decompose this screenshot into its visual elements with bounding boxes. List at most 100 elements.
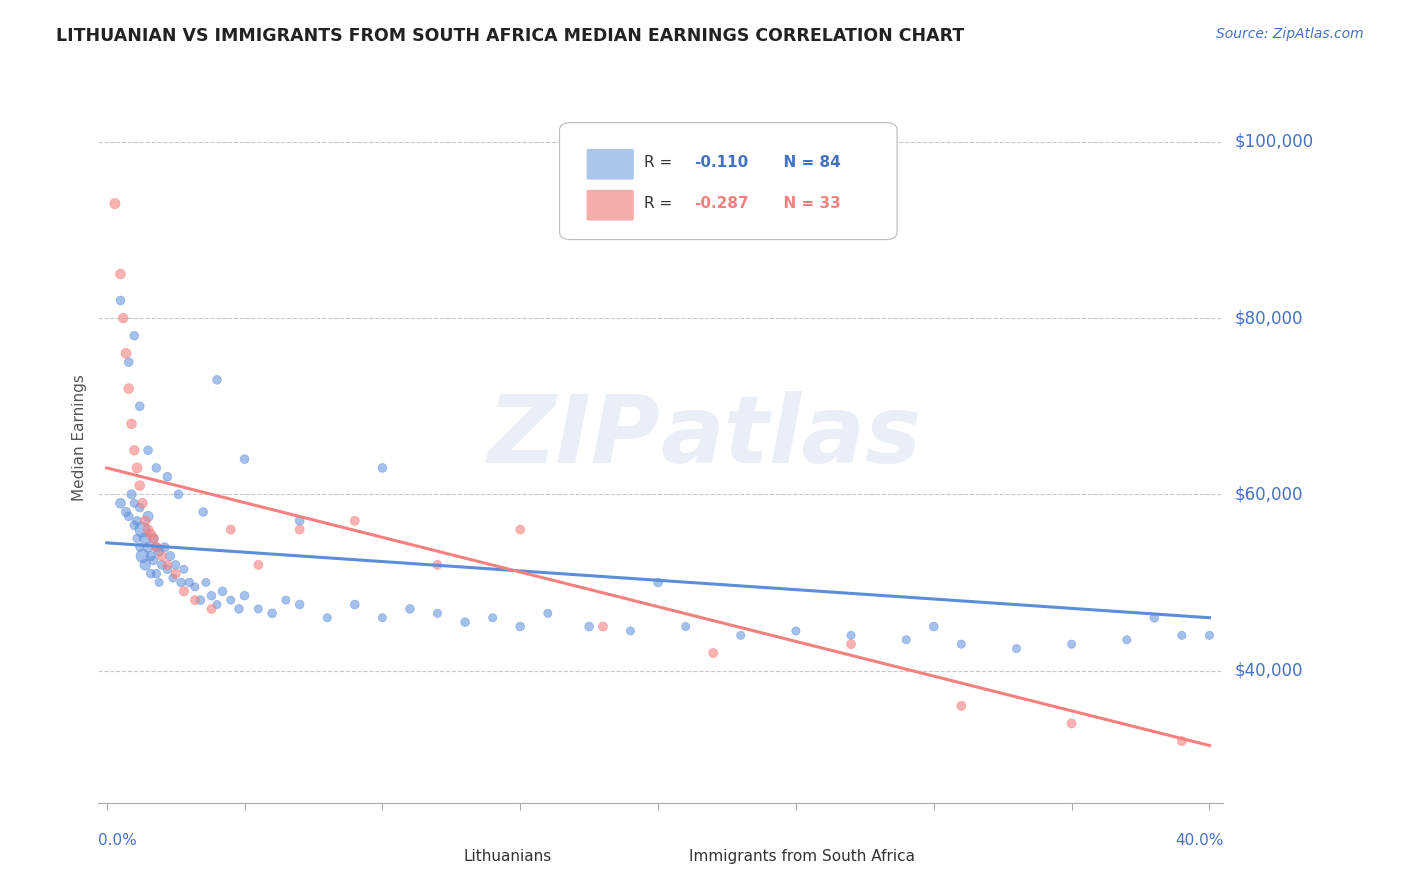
Point — [288, 514, 311, 528]
Point — [173, 562, 195, 576]
Point — [228, 602, 250, 616]
Point — [162, 571, 184, 585]
Point — [139, 549, 162, 563]
Point — [134, 558, 156, 572]
Point — [647, 575, 669, 590]
Point — [170, 575, 193, 590]
Point — [1143, 611, 1166, 625]
Point — [145, 566, 167, 581]
Point — [125, 532, 148, 546]
Point — [200, 589, 222, 603]
Point — [145, 540, 167, 554]
Point — [139, 566, 162, 581]
Point — [247, 602, 270, 616]
Point — [730, 628, 752, 642]
FancyBboxPatch shape — [586, 149, 634, 179]
Point — [136, 443, 159, 458]
Point — [150, 558, 173, 572]
Point — [121, 417, 143, 431]
Point — [131, 496, 153, 510]
Point — [262, 607, 284, 621]
Point — [184, 593, 207, 607]
Point — [454, 615, 477, 629]
Point — [165, 566, 187, 581]
Point — [122, 496, 145, 510]
Point — [118, 382, 141, 396]
Point — [125, 461, 148, 475]
Point — [148, 575, 170, 590]
Point — [156, 469, 179, 483]
Point — [110, 293, 132, 308]
Point — [104, 196, 127, 211]
Text: Source: ZipAtlas.com: Source: ZipAtlas.com — [1216, 27, 1364, 41]
Point — [274, 593, 297, 607]
Point — [139, 527, 162, 541]
Point — [134, 514, 156, 528]
Text: $40,000: $40,000 — [1234, 662, 1303, 680]
Point — [537, 607, 560, 621]
Text: -0.287: -0.287 — [695, 195, 749, 211]
Text: 40.0%: 40.0% — [1175, 833, 1223, 848]
Point — [145, 461, 167, 475]
Text: $80,000: $80,000 — [1234, 310, 1303, 327]
Point — [110, 267, 132, 281]
Point — [288, 523, 311, 537]
Point — [165, 558, 187, 572]
Point — [153, 540, 176, 554]
Point — [619, 624, 641, 638]
Point — [142, 532, 165, 546]
Point — [128, 399, 150, 413]
Point — [205, 598, 228, 612]
Text: R =: R = — [644, 195, 678, 211]
FancyBboxPatch shape — [560, 122, 897, 240]
Point — [371, 461, 394, 475]
Point — [288, 598, 311, 612]
Text: atlas: atlas — [661, 391, 922, 483]
Point — [193, 505, 215, 519]
Point — [785, 624, 807, 638]
Point — [110, 496, 132, 510]
Point — [426, 558, 449, 572]
Text: N = 33: N = 33 — [773, 195, 841, 211]
Point — [145, 540, 167, 554]
FancyBboxPatch shape — [636, 843, 683, 874]
Point — [159, 549, 181, 563]
Point — [122, 443, 145, 458]
Point — [205, 373, 228, 387]
Point — [950, 637, 973, 651]
Point — [509, 523, 531, 537]
Point — [233, 452, 256, 467]
Point — [131, 523, 153, 537]
Point — [702, 646, 724, 660]
Point — [922, 619, 945, 633]
Point — [112, 311, 135, 326]
Text: R =: R = — [644, 154, 678, 169]
Point — [839, 628, 862, 642]
Point — [125, 514, 148, 528]
Point — [128, 478, 150, 492]
Point — [1005, 641, 1028, 656]
Point — [136, 540, 159, 554]
Point — [211, 584, 233, 599]
Point — [233, 589, 256, 603]
Point — [122, 328, 145, 343]
Point — [134, 532, 156, 546]
Point — [578, 619, 600, 633]
Point — [1171, 628, 1194, 642]
Point — [316, 611, 339, 625]
Point — [118, 509, 141, 524]
Point — [131, 549, 153, 563]
Point — [896, 632, 918, 647]
Text: N = 84: N = 84 — [773, 154, 841, 169]
Point — [184, 580, 207, 594]
Point — [426, 607, 449, 621]
Y-axis label: Median Earnings: Median Earnings — [72, 374, 87, 500]
FancyBboxPatch shape — [411, 843, 458, 874]
Text: Lithuanians: Lithuanians — [464, 849, 553, 864]
Point — [150, 549, 173, 563]
Point — [115, 346, 138, 360]
Point — [136, 523, 159, 537]
Point — [122, 518, 145, 533]
Point — [173, 584, 195, 599]
Text: ZIP: ZIP — [488, 391, 661, 483]
